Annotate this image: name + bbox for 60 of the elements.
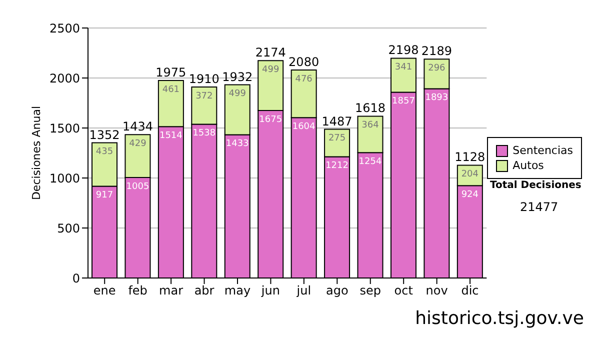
data-label: 341 <box>394 62 412 73</box>
data-label: 296 <box>428 63 446 74</box>
y-tick-label: 500 <box>57 221 80 236</box>
total-label: 1910 <box>188 72 220 86</box>
x-tick-label: jun <box>260 284 280 298</box>
data-label: 924 <box>461 190 479 200</box>
text: Total Decisiones <box>490 180 582 191</box>
data-label: 476 <box>295 74 313 84</box>
data-label: 461 <box>162 84 180 95</box>
x-tick-label: ene <box>93 284 116 298</box>
total-label: 1128 <box>454 150 486 164</box>
legend-label: Sentencias <box>512 144 573 157</box>
x-tick-label: may <box>224 284 251 298</box>
data-label: 435 <box>96 147 114 158</box>
x-tick-label: abr <box>194 284 214 298</box>
data-label: 499 <box>228 89 246 100</box>
data-label: 917 <box>96 190 114 201</box>
y-tick-label: 2000 <box>49 71 80 86</box>
x-tick-label: feb <box>128 284 148 298</box>
data-label: 429 <box>129 138 147 149</box>
x-tick-label: nov <box>426 284 448 298</box>
x-tick-label: ago <box>326 284 348 298</box>
data-label: 1254 <box>358 156 382 167</box>
y-tick-label: 1500 <box>49 121 80 136</box>
data-label: 1675 <box>259 114 282 125</box>
data-label: 275 <box>328 134 346 144</box>
total-label: 1487 <box>322 114 352 128</box>
data-label: 204 <box>461 170 479 180</box>
total-label: 2174 <box>255 46 286 60</box>
data-label: 1857 <box>392 96 415 107</box>
total-label: 2080 <box>288 55 320 69</box>
total-label: 2198 <box>388 43 419 58</box>
x-tick-label: jul <box>296 284 312 298</box>
text: 21477 <box>520 200 558 214</box>
total-label: 1932 <box>222 70 253 84</box>
total-label: 1434 <box>122 120 153 134</box>
data-label: 1212 <box>326 161 348 172</box>
y-tick-label: 0 <box>72 271 80 286</box>
y-tick-label: 1000 <box>49 171 80 186</box>
data-label: 364 <box>362 120 380 131</box>
data-label: 1005 <box>126 182 150 192</box>
x-tick-label: oct <box>394 284 414 298</box>
text: historico.tsj.gov.ve <box>415 308 584 329</box>
total-label: 1618 <box>354 101 386 116</box>
total-label: 1975 <box>156 66 186 80</box>
y-tick-label: 2500 <box>49 21 80 36</box>
total-label: 1352 <box>89 128 120 142</box>
legend-label: Autos <box>512 159 544 172</box>
y-axis-title: Decisiones Anual <box>30 106 43 200</box>
data-label: 1433 <box>226 139 249 150</box>
data-label: 1514 <box>159 130 183 141</box>
x-tick-label: mar <box>159 284 184 298</box>
data-label: 499 <box>262 64 280 75</box>
total-label: 2189 <box>421 44 452 58</box>
data-label: 1538 <box>192 128 216 139</box>
data-label: 1604 <box>292 122 316 132</box>
data-label: 1893 <box>425 93 448 104</box>
x-tick-label: dic <box>461 284 479 298</box>
x-tick-label: sep <box>360 284 382 298</box>
data-label: 372 <box>196 91 213 102</box>
